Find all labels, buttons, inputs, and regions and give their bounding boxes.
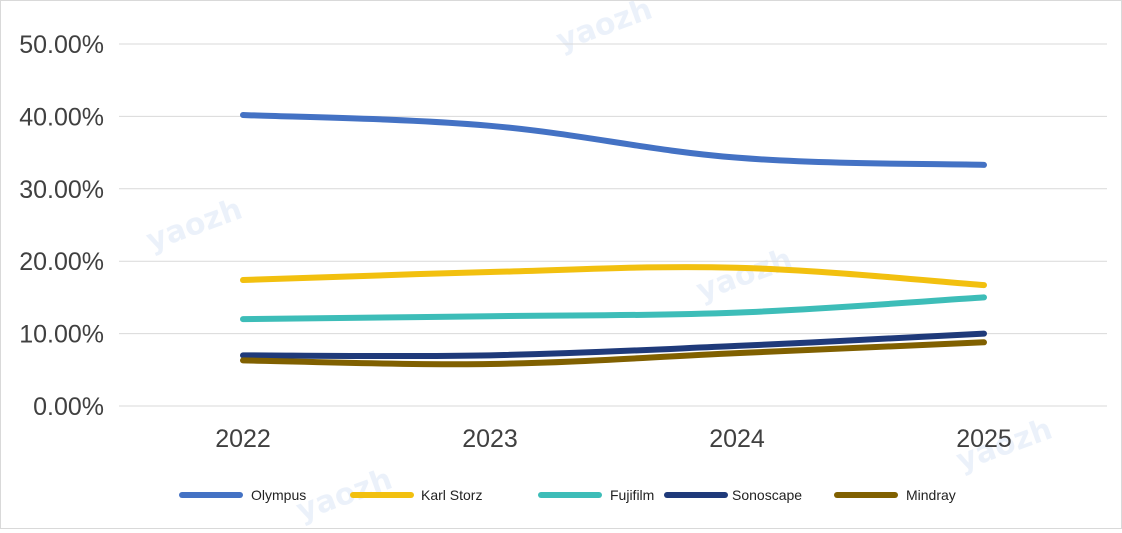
legend: Olympus Karl Storz Fujifilm Sonoscape Mindra… <box>179 487 956 503</box>
y-tick-label: 0.00% <box>33 393 104 421</box>
y-tick-label: 10.00% <box>19 321 104 349</box>
series-line-mindray <box>240 339 987 368</box>
legend-label-mindray: Mindray <box>906 487 956 503</box>
series-layer <box>240 111 987 368</box>
y-tick-label: 50.00% <box>19 31 104 59</box>
x-tick-label: 2024 <box>709 425 765 453</box>
x-tick-label: 2022 <box>215 425 271 453</box>
watermark-text: yaozh <box>552 1 657 59</box>
y-tick-label: 20.00% <box>19 248 104 276</box>
series-line-karl-storz <box>240 264 987 289</box>
legend-label-sonoscape: Sonoscape <box>732 487 802 503</box>
x-tick-label: 2025 <box>956 425 1012 453</box>
legend-label-olympus: Olympus <box>251 487 306 503</box>
watermark-layer: yaozh yaozh yaozh yaozh yaozh <box>142 0 1057 529</box>
y-axis: 0.00% 10.00% 20.00% 30.00% 40.00% 50.00% <box>19 31 104 421</box>
x-axis: 2022 2023 2024 2025 <box>215 425 1012 453</box>
series-line-sonoscape <box>240 330 987 360</box>
watermark-text: yaozh <box>142 192 247 259</box>
x-tick-label: 2023 <box>462 425 518 453</box>
y-tick-label: 30.00% <box>19 176 104 204</box>
legend-label-karl-storz: Karl Storz <box>421 487 482 503</box>
legend-label-fujifilm: Fujifilm <box>610 487 654 503</box>
y-tick-label: 40.00% <box>19 103 104 131</box>
series-line-olympus <box>240 111 987 168</box>
series-line-fujifilm <box>240 294 987 323</box>
watermark-text: yaozh <box>692 242 797 309</box>
